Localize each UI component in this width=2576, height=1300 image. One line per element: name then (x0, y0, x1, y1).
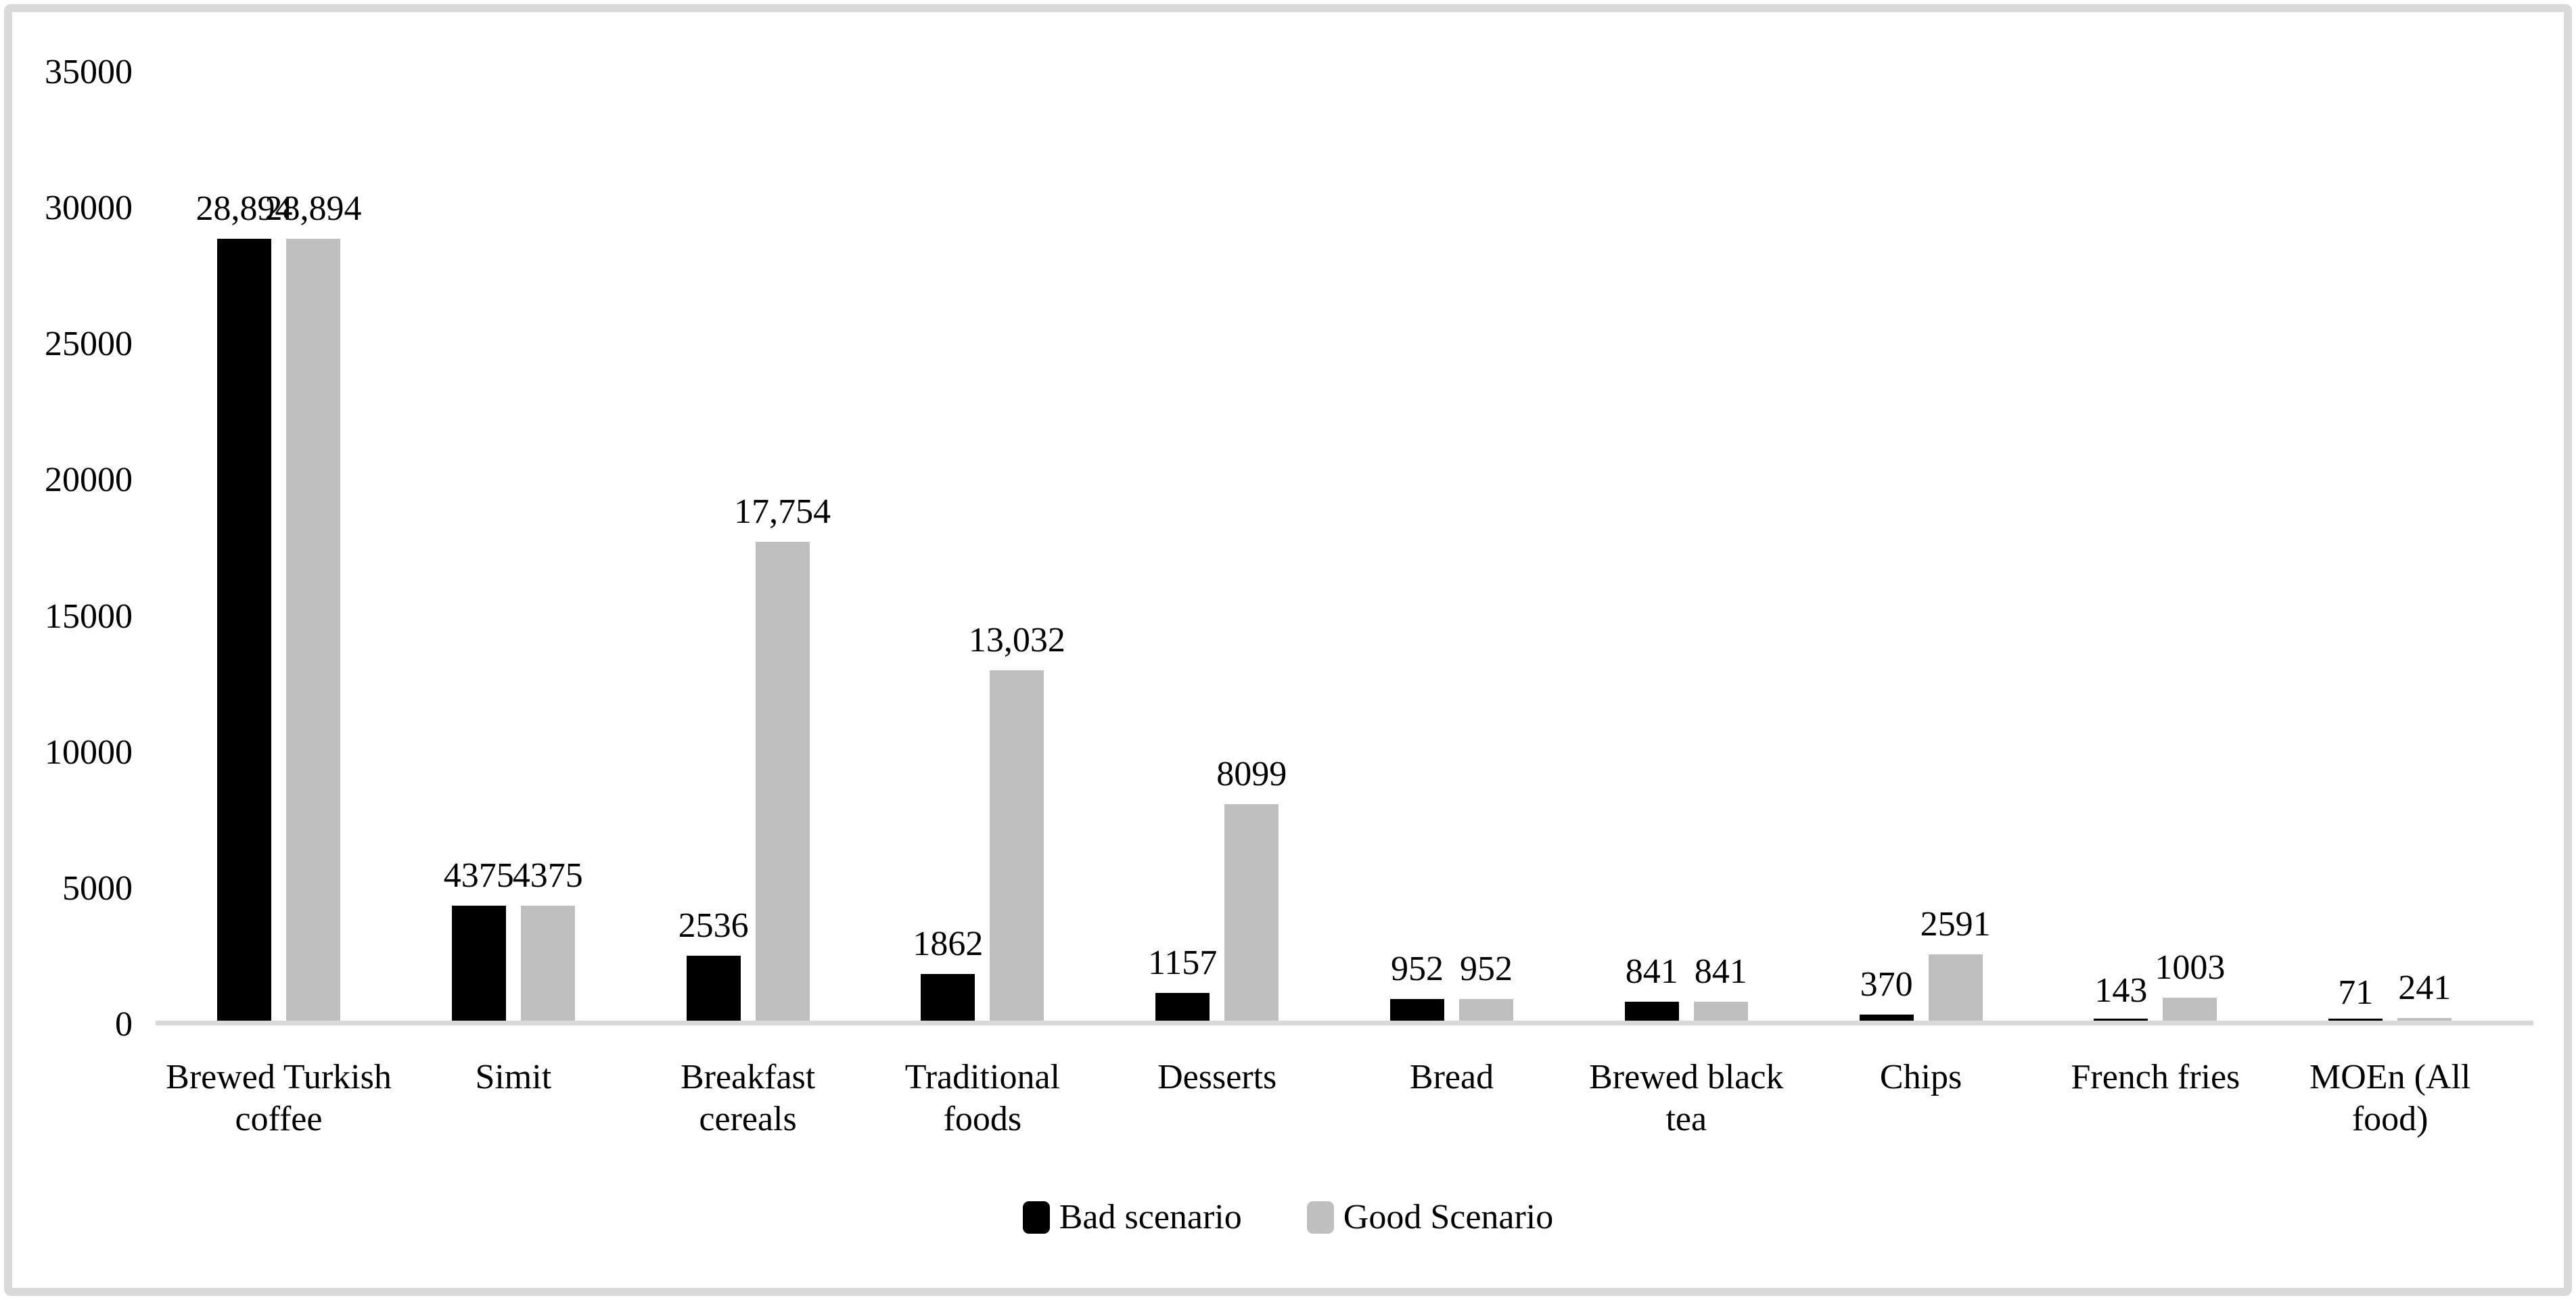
category-label-desserts: Desserts (1157, 1058, 1277, 1096)
bar-value-label: 4375 (443, 856, 514, 895)
category-label-brewed-turkish-coffee: Brewed Turkish coffee (166, 1058, 392, 1138)
bar-value-label: 1003 (2155, 948, 2226, 987)
y-tick-label: 25000 (45, 325, 133, 364)
category-label-chips: Chips (1879, 1058, 1962, 1096)
y-tick-label: 5000 (62, 868, 133, 908)
bar-bad-scenario-desserts (1155, 993, 1210, 1021)
bar-value-label: 17,754 (734, 492, 831, 531)
bar-good-scenario-traditional-foods (990, 670, 1044, 1021)
bar-bad-scenario-breakfast-cereals (686, 955, 741, 1021)
legend-item-bad-scenario: Bad scenario (1022, 1197, 1242, 1238)
category-label-simit: Simit (475, 1058, 552, 1096)
bar-value-label: 71 (2338, 973, 2374, 1013)
bar-value-label: 952 (1460, 949, 1513, 988)
legend-label-bad-scenario: Bad scenario (1059, 1198, 1242, 1236)
bar-value-label: 370 (1860, 965, 1913, 1004)
category-label-traditional-foods: Traditional foods (904, 1058, 1060, 1138)
y-tick-label: 10000 (45, 733, 133, 772)
bar-good-scenario-desserts (1224, 804, 1279, 1021)
bar-good-scenario-bread (1459, 998, 1513, 1021)
bar-bad-scenario-simit (451, 906, 506, 1021)
category-label-moen-all-food: MOEn (All food) (2309, 1058, 2471, 1138)
bar-value-label: 841 (1694, 952, 1747, 992)
legend-item-good-scenario: Good Scenario (1306, 1197, 1554, 1238)
bar-value-label: 2591 (1920, 904, 1991, 944)
category-label-brewed-black-tea: Brewed black tea (1589, 1058, 1784, 1138)
bar-bad-scenario-french-fries (2094, 1019, 2148, 1021)
bar-value-label: 952 (1391, 949, 1444, 988)
bar-good-scenario-french-fries (2163, 997, 2217, 1021)
bar-value-label: 8099 (1216, 755, 1287, 794)
y-tick-label: 35000 (45, 53, 133, 91)
bar-value-label: 13,032 (968, 620, 1065, 659)
y-tick-label: 20000 (45, 461, 133, 500)
bar-good-scenario-breakfast-cereals (755, 541, 810, 1021)
bar-value-label: 28,894 (264, 189, 362, 228)
bar-value-label: 1157 (1148, 944, 1218, 983)
x-axis-line (156, 1021, 2533, 1025)
bar-good-scenario-brewed-turkish-coffee (286, 238, 340, 1021)
bar-bad-scenario-bread (1390, 998, 1444, 1021)
bar-bad-scenario-moen-all-food (2328, 1019, 2383, 1021)
y-tick-label: 30000 (45, 189, 133, 228)
bar-good-scenario-simit (520, 906, 575, 1021)
legend-swatch-good-scenario-icon (1306, 1201, 1334, 1234)
y-tick-label: 15000 (45, 597, 133, 636)
bar-bad-scenario-chips (1859, 1015, 1914, 1021)
bar-value-label: 841 (1625, 952, 1678, 992)
bar-value-label: 28,894 (196, 189, 293, 228)
bar-good-scenario-brewed-black-tea (1693, 1002, 1748, 1021)
legend: Bad scenario Good Scenario (0, 1196, 2576, 1239)
bar-value-label: 2536 (678, 906, 749, 945)
bar-value-label: 4375 (512, 856, 583, 895)
bar-value-label: 241 (2398, 969, 2452, 1008)
category-label-french-fries: French fries (2071, 1058, 2240, 1096)
bar-value-label: 1862 (913, 925, 984, 964)
bar-bad-scenario-traditional-foods (921, 974, 975, 1021)
category-label-bread: Bread (1409, 1058, 1494, 1096)
legend-swatch-bad-scenario-icon (1022, 1201, 1050, 1234)
category-label-breakfast-cereals: Breakfast cereals (680, 1058, 816, 1138)
bar-good-scenario-moen-all-food (2397, 1018, 2452, 1021)
bar-good-scenario-chips (1928, 954, 1983, 1021)
legend-label-good-scenario: Good Scenario (1343, 1198, 1554, 1236)
bar-value-label: 143 (2094, 971, 2148, 1011)
y-tick-label: 0 (115, 1005, 133, 1044)
bar-bad-scenario-brewed-turkish-coffee (217, 238, 271, 1021)
bar-bad-scenario-brewed-black-tea (1624, 1002, 1679, 1021)
